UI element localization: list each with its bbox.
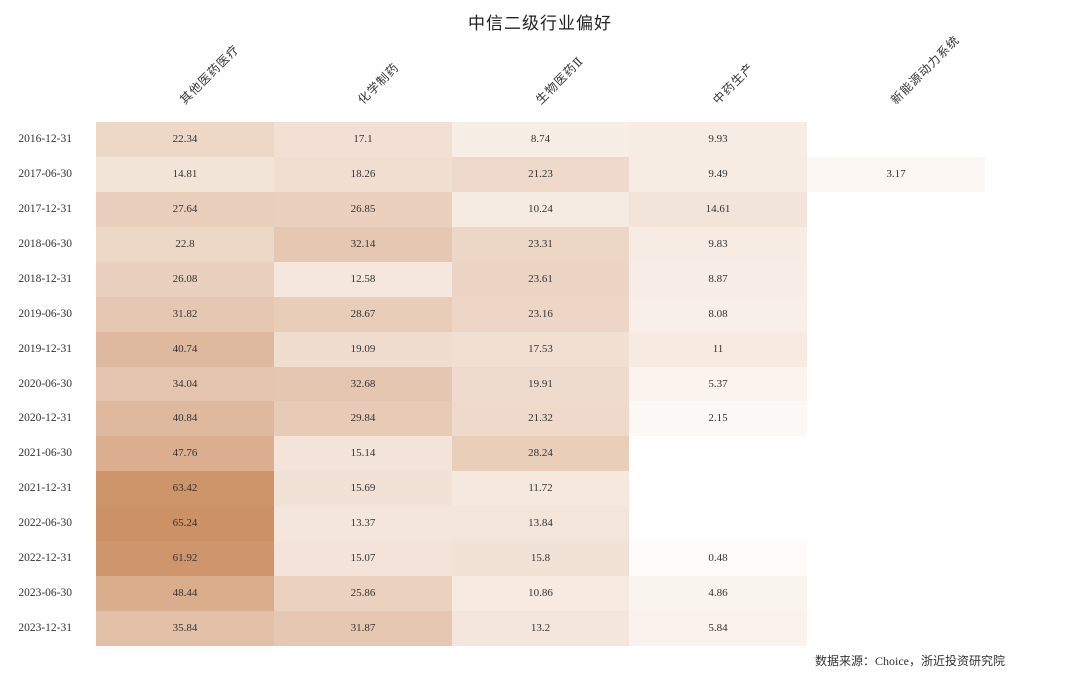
heatmap-cell: 14.61 bbox=[629, 192, 807, 227]
heatmap-cell: 15.69 bbox=[274, 471, 452, 506]
heatmap-cell: 3.17 bbox=[807, 157, 985, 192]
heatmap-cell: 21.32 bbox=[452, 401, 629, 436]
row-label: 2018-06-30 bbox=[18, 238, 72, 250]
column-label: 化学制药 bbox=[355, 60, 402, 107]
heatmap-cell: 34.04 bbox=[96, 367, 274, 401]
heatmap-cell: 9.93 bbox=[629, 122, 807, 157]
heatmap-cell: 15.14 bbox=[274, 436, 452, 471]
row-label: 2020-06-30 bbox=[18, 378, 72, 390]
row-label: 2023-06-30 bbox=[18, 587, 72, 599]
column-label: 中药生产 bbox=[710, 60, 757, 107]
heatmap-cell: 8.74 bbox=[452, 122, 629, 157]
heatmap-cell: 19.91 bbox=[452, 367, 629, 401]
heatmap-cell: 22.34 bbox=[96, 122, 274, 157]
heatmap-cell: 14.81 bbox=[96, 157, 274, 192]
row-label: 2022-06-30 bbox=[18, 517, 72, 529]
row-label: 2017-06-30 bbox=[18, 168, 72, 180]
heatmap-cell: 23.16 bbox=[452, 297, 629, 332]
row-label: 2017-12-31 bbox=[18, 203, 72, 215]
heatmap-cell: 9.49 bbox=[629, 157, 807, 192]
heatmap-cell: 25.86 bbox=[274, 576, 452, 611]
heatmap-cell: 11.72 bbox=[452, 471, 629, 506]
row-label: 2023-12-31 bbox=[18, 622, 72, 634]
heatmap-cell: 21.23 bbox=[452, 157, 629, 192]
heatmap-cell: 17.53 bbox=[452, 332, 629, 367]
heatmap-cell: 13.37 bbox=[274, 506, 452, 541]
heatmap-cell: 5.37 bbox=[629, 367, 807, 401]
row-label: 2019-06-30 bbox=[18, 308, 72, 320]
row-label: 2019-12-31 bbox=[18, 343, 72, 355]
heatmap-cell: 0.48 bbox=[629, 541, 807, 576]
heatmap-cell: 32.14 bbox=[274, 227, 452, 262]
heatmap-cell: 48.44 bbox=[96, 576, 274, 611]
data-source-note: 数据来源：Choice，浙近投资研究院 bbox=[815, 654, 1005, 668]
column-label: 生物医药Ⅱ bbox=[533, 53, 587, 107]
heatmap-cell: 2.15 bbox=[629, 401, 807, 436]
heatmap-cell: 31.87 bbox=[274, 611, 452, 646]
heatmap-cell: 40.84 bbox=[96, 401, 274, 436]
heatmap-cell: 13.84 bbox=[452, 506, 629, 541]
heatmap-cell: 5.84 bbox=[629, 611, 807, 646]
column-label: 新能源动力系统 bbox=[888, 32, 963, 108]
row-label: 2022-12-31 bbox=[18, 552, 72, 564]
heatmap-cell: 10.24 bbox=[452, 192, 629, 227]
heatmap-cell: 61.92 bbox=[96, 541, 274, 576]
heatmap-cell: 35.84 bbox=[96, 611, 274, 646]
heatmap-cell: 31.82 bbox=[96, 297, 274, 332]
heatmap-cell: 32.68 bbox=[274, 367, 452, 401]
heatmap-cell: 65.24 bbox=[96, 506, 274, 541]
row-label: 2016-12-31 bbox=[18, 133, 72, 145]
heatmap-cell: 23.61 bbox=[452, 262, 629, 297]
heatmap-cell: 4.86 bbox=[629, 576, 807, 611]
heatmap-cell: 13.2 bbox=[452, 611, 629, 646]
heatmap-cell: 17.1 bbox=[274, 122, 452, 157]
heatmap-cell: 15.8 bbox=[452, 541, 629, 576]
heatmap-cell: 22.8 bbox=[96, 227, 274, 262]
heatmap-cell: 23.31 bbox=[452, 227, 629, 262]
heatmap-cell: 10.86 bbox=[452, 576, 629, 611]
heatmap-cell: 8.08 bbox=[629, 297, 807, 332]
column-label: 其他医药医疗 bbox=[177, 41, 243, 107]
chart-title: 中信二级行业偏好 bbox=[468, 14, 612, 33]
heatmap-cell: 47.76 bbox=[96, 436, 274, 471]
heatmap-cell: 15.07 bbox=[274, 541, 452, 576]
heatmap-cell: 11 bbox=[629, 332, 807, 367]
row-label: 2018-12-31 bbox=[18, 273, 72, 285]
row-label: 2020-12-31 bbox=[18, 412, 72, 424]
heatmap-cell: 26.08 bbox=[96, 262, 274, 297]
heatmap-cell: 19.09 bbox=[274, 332, 452, 367]
heatmap-cell: 29.84 bbox=[274, 401, 452, 436]
heatmap-cell: 28.67 bbox=[274, 297, 452, 332]
heatmap-cell: 27.64 bbox=[96, 192, 274, 227]
heatmap-cell: 12.58 bbox=[274, 262, 452, 297]
row-label: 2021-12-31 bbox=[18, 482, 72, 494]
heatmap-cell: 63.42 bbox=[96, 471, 274, 506]
row-label: 2021-06-30 bbox=[18, 447, 72, 459]
heatmap-cell: 26.85 bbox=[274, 192, 452, 227]
heatmap-cell: 9.83 bbox=[629, 227, 807, 262]
heatmap-cell: 8.87 bbox=[629, 262, 807, 297]
heatmap-cell: 28.24 bbox=[452, 436, 629, 471]
heatmap-cell: 18.26 bbox=[274, 157, 452, 192]
heatmap-cell: 40.74 bbox=[96, 332, 274, 367]
